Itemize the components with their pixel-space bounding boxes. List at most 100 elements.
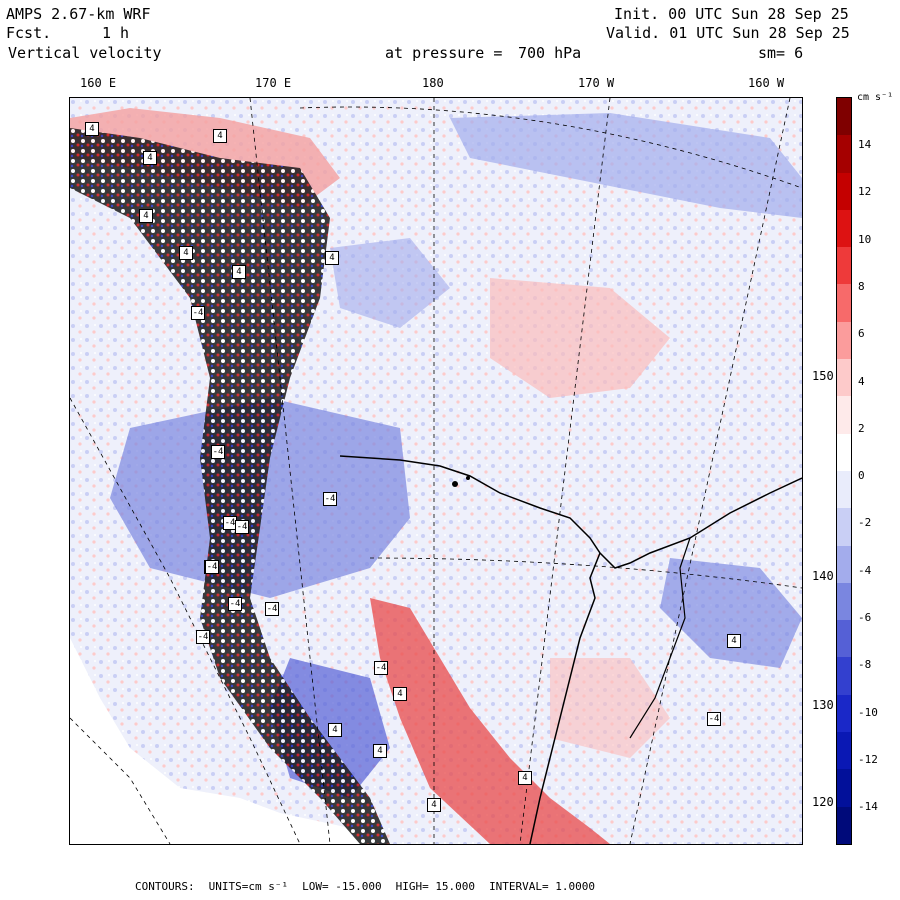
footer-contours-label: CONTOURS: xyxy=(135,880,195,893)
contour-label: 4 xyxy=(325,251,339,265)
vertical-velocity-map xyxy=(69,97,803,845)
colorbar-segment xyxy=(837,172,851,210)
map-canvas xyxy=(70,98,802,844)
contour-label: -4 xyxy=(211,445,225,459)
colorbar-segment xyxy=(837,209,851,248)
colorbar-segment xyxy=(837,135,851,173)
lon-label-160w: 160 W xyxy=(748,76,785,90)
colorbar-segment xyxy=(837,694,851,733)
outside-domain xyxy=(70,638,370,844)
colorbar-tick-label: -10 xyxy=(858,705,878,719)
contour-label: -4 xyxy=(707,712,721,726)
lon-label-160e: 160 E xyxy=(80,76,117,90)
colorbar-segment xyxy=(837,545,851,583)
lon-label-170w: 170 W xyxy=(578,76,615,90)
convective-noise-band xyxy=(70,128,390,844)
colorbar-segment xyxy=(837,582,851,621)
colorbar-segment xyxy=(837,769,851,807)
forecast-value: 1 h xyxy=(102,24,130,42)
pressure-label: at pressure = xyxy=(385,44,503,62)
colorbar-tick-label: -2 xyxy=(858,516,872,530)
grid-line xyxy=(369,557,802,589)
colorbar-tick-label: 6 xyxy=(858,327,865,341)
grid-line xyxy=(299,106,802,189)
contour-label: -4 xyxy=(205,560,219,574)
contour-label: 4 xyxy=(213,129,227,143)
contour-label: 4 xyxy=(727,634,741,648)
contour-label: 4 xyxy=(393,687,407,701)
colorbar-tick-label: 14 xyxy=(858,138,872,151)
contour-label: 4 xyxy=(232,265,246,279)
footer-high: HIGH= 15.000 xyxy=(395,880,476,893)
colorbar-segment xyxy=(837,806,851,844)
colorbar-tick-label: -14 xyxy=(858,800,878,814)
downward-motion-region xyxy=(330,238,450,328)
colorbar-tick-label: 4 xyxy=(858,374,865,388)
footer-interval: INTERVAL= 1.0000 xyxy=(489,880,596,893)
grid-line xyxy=(629,98,791,844)
upward-motion-region xyxy=(550,658,670,758)
contour-label: 4 xyxy=(373,744,387,758)
variable-name: Vertical velocity xyxy=(8,44,162,62)
pressure-value: 700 hPa xyxy=(518,44,582,62)
colorbar-segment xyxy=(837,433,851,471)
colorbar-tick-label: 12 xyxy=(858,185,872,199)
colorbar xyxy=(836,97,852,845)
colorbar-segment xyxy=(837,359,851,397)
colorbar-tick-label: -12 xyxy=(858,752,878,766)
downward-motion-region xyxy=(660,558,802,668)
coastline xyxy=(629,537,691,739)
coastline xyxy=(529,552,601,844)
contour-label: 4 xyxy=(179,246,193,260)
colorbar-tick-label: 10 xyxy=(858,232,872,246)
colorbar-segment xyxy=(837,470,851,509)
lon-label-170e: 170 E xyxy=(255,76,292,90)
forecast-label: Fcst. xyxy=(6,24,52,42)
contour-label: -4 xyxy=(374,661,388,675)
model-title: AMPS 2.67-km WRF xyxy=(6,5,151,23)
colorbar-segment xyxy=(837,247,851,285)
coastline xyxy=(339,455,802,569)
grid-line xyxy=(70,717,171,844)
contour-label: -4 xyxy=(196,630,210,644)
smoothing-value: sm= 6 xyxy=(758,44,804,62)
contour-label: -4 xyxy=(265,602,279,616)
grid-line xyxy=(70,397,301,844)
colorbar-segment xyxy=(837,98,851,136)
colorbar-segment xyxy=(837,657,851,695)
upward-motion-region xyxy=(370,598,610,844)
colorbar-tick-label: -6 xyxy=(858,611,872,624)
colorbar-tick-label: 8 xyxy=(858,279,865,293)
grid-line xyxy=(249,98,331,844)
colorbar-tick-label: 0 xyxy=(858,469,865,483)
grid-line xyxy=(519,98,611,844)
island-marker xyxy=(452,481,458,487)
colorbar-tick-label: -4 xyxy=(858,563,872,577)
colorbar-segment xyxy=(837,620,851,658)
colorbar-segment xyxy=(837,396,851,434)
colorbar-segment xyxy=(837,321,851,360)
init-time: Init. 00 UTC Sun 28 Sep 25 xyxy=(614,5,849,23)
contour-label: 4 xyxy=(143,151,157,165)
valid-time: Valid. 01 UTC Sun 28 Sep 25 xyxy=(606,24,850,42)
colorbar-tick-label: 2 xyxy=(858,421,865,435)
footer-contours-info: CONTOURS: UNITS=cm s⁻¹ LOW= -15.000 HIGH= 1… xyxy=(135,880,609,893)
colorbar-tick-label: -8 xyxy=(858,658,872,672)
contour-label: 4 xyxy=(139,209,153,223)
contour-label: -4 xyxy=(191,306,205,320)
upward-motion-region xyxy=(490,278,670,398)
footer-units: UNITS=cm s⁻¹ xyxy=(208,880,289,893)
contour-label: 4 xyxy=(427,798,441,812)
contour-label: -4 xyxy=(228,597,242,611)
contour-label: 4 xyxy=(328,723,342,737)
contour-label: -4 xyxy=(235,520,249,534)
contour-label: 4 xyxy=(85,122,99,136)
island-marker xyxy=(466,476,470,480)
colorbar-segment xyxy=(837,508,851,546)
contour-label: 4 xyxy=(518,771,532,785)
footer-low: LOW= -15.000 xyxy=(302,880,382,893)
contour-label: -4 xyxy=(323,492,337,506)
lon-label-180: 180 xyxy=(422,76,444,90)
colorbar-units: cm s⁻¹ xyxy=(857,92,894,103)
colorbar-segment xyxy=(837,284,851,322)
